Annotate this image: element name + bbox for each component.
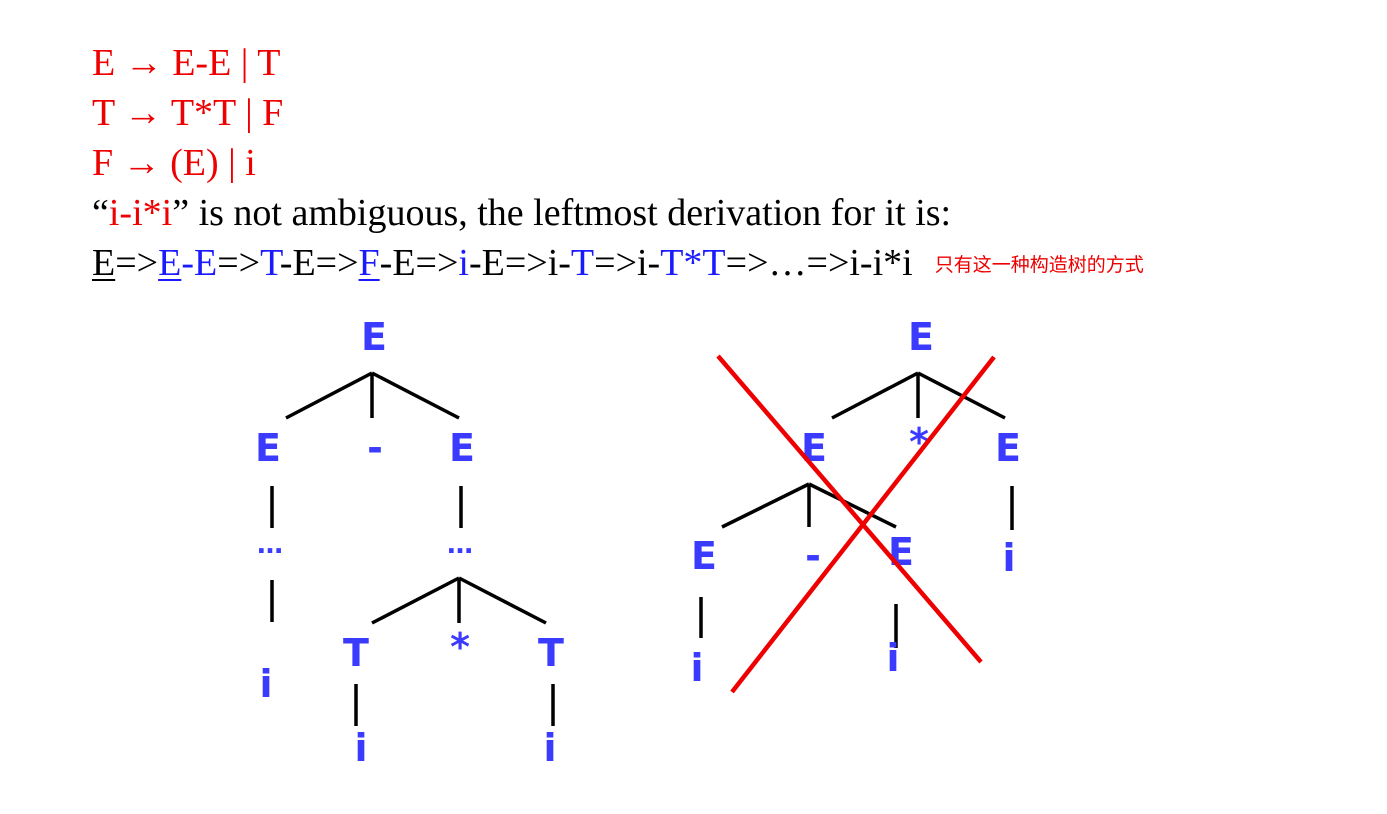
deriv-step-7: -E=> xyxy=(279,242,359,284)
edge-r-sub-right xyxy=(808,482,897,529)
edge-left-root-right xyxy=(371,371,460,420)
deriv-step-13: =>i- xyxy=(594,242,661,284)
grammar-rule-1: E → E-E | T xyxy=(92,42,281,84)
edge-dots-t2 xyxy=(458,576,547,625)
example-string: i-i*i xyxy=(108,192,173,234)
tree-right: E E * E E - E i i i xyxy=(690,315,1021,690)
deriv-step-1: E xyxy=(92,242,116,284)
node-star: * xyxy=(450,625,470,669)
node-left-e: E xyxy=(255,426,281,470)
r-node-right-e: E xyxy=(995,426,1021,470)
node-left-dots: … xyxy=(257,530,283,560)
statement-line: “i-i*i” is not ambiguous, the leftmost d… xyxy=(92,188,1144,238)
r-node-sub-right-i: i xyxy=(886,636,899,680)
open-quote: “ xyxy=(92,192,109,234)
r-node-sub-minus: - xyxy=(805,534,821,578)
deriv-step-3: E xyxy=(158,242,182,284)
cross-line-2 xyxy=(730,355,996,694)
r-node-right-i: i xyxy=(1002,536,1015,580)
r-node-sub-left-i: i xyxy=(690,646,703,690)
grammar-rule-2: T → T*T | F xyxy=(92,92,284,134)
node-t2: T xyxy=(538,631,564,675)
r-node-sub-left-e: E xyxy=(691,534,717,578)
deriv-step-14: T*T xyxy=(660,242,726,284)
deriv-step-12: T xyxy=(570,242,595,284)
node-left-i: i xyxy=(259,662,272,706)
node-minus: - xyxy=(367,426,383,470)
tree-left: E E - E … … i T * T i i xyxy=(255,315,564,770)
node-t1: T xyxy=(343,631,369,675)
node-t2-i: i xyxy=(543,726,556,770)
edge-r-sub-left xyxy=(721,482,810,529)
edge-r-root-left xyxy=(831,371,919,420)
grammar-text: E → E-E | T T → T*T | F F → (E) | i “i-i… xyxy=(92,38,1144,288)
r-node-left-e: E xyxy=(801,426,827,470)
deriv-step-15: =>…=>i-i*i xyxy=(725,242,913,284)
node-right-e: E xyxy=(449,426,475,470)
r-node-star: * xyxy=(909,420,929,464)
cross-line-1 xyxy=(716,354,983,664)
node-root: E xyxy=(361,315,387,359)
r-node-root: E xyxy=(908,315,934,359)
deriv-step-2: => xyxy=(115,242,159,284)
grammar-rule-3: F → (E) | i xyxy=(92,142,256,184)
deriv-step-4: -E xyxy=(181,242,218,284)
derivation-line: E=>E-E=>T-E=>F-E=>i-E=>i-T=>i-T*T=>…=>i-… xyxy=(92,238,1144,288)
deriv-step-6: T xyxy=(260,242,280,284)
node-t1-i: i xyxy=(354,726,367,770)
deriv-step-5: => xyxy=(217,242,261,284)
edge-left-root-left xyxy=(285,371,373,420)
deriv-step-10: i xyxy=(458,242,469,284)
chinese-note: 只有这一种构造树的方式 xyxy=(934,254,1144,276)
deriv-step-9: -E=> xyxy=(379,242,459,284)
deriv-step-8: F xyxy=(358,242,380,284)
deriv-step-11: -E=>i- xyxy=(468,242,571,284)
statement-rest: ” is not ambiguous, the leftmost derivat… xyxy=(172,192,952,234)
node-right-dots: … xyxy=(447,530,473,560)
edge-dots-t1 xyxy=(371,576,460,625)
cross-out-mark xyxy=(716,354,996,694)
